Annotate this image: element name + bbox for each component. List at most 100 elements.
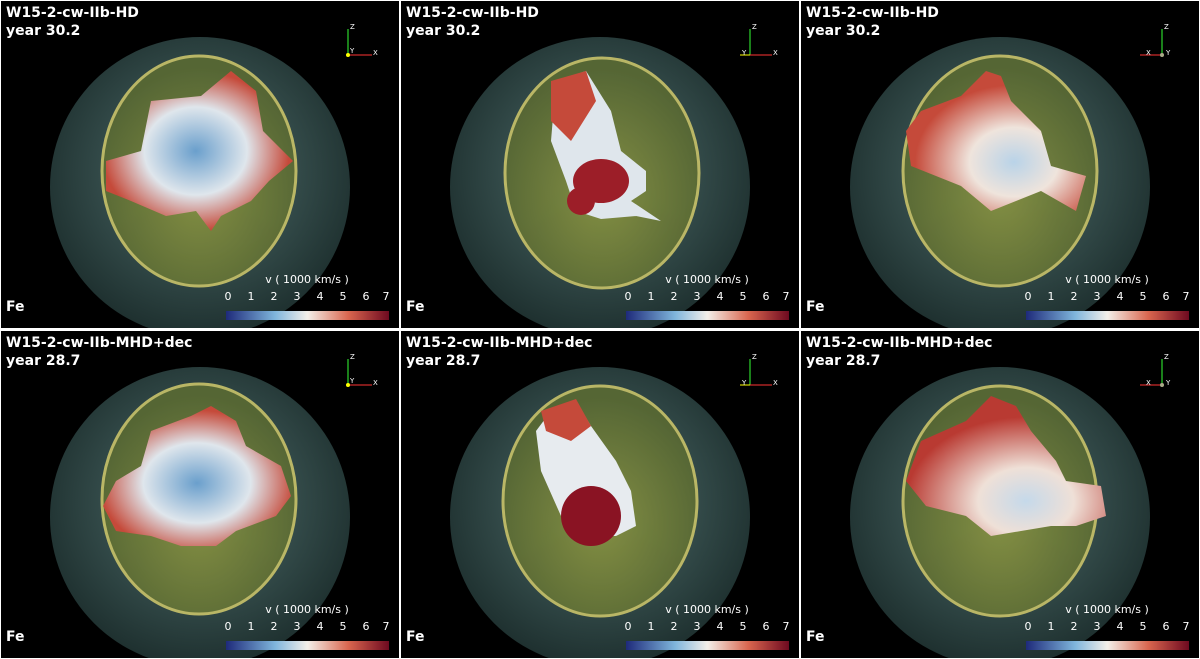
axes-triad-icon — [740, 29, 772, 56]
colorbar-tick: 2 — [670, 620, 678, 633]
colorbar-tick: 6 — [362, 620, 370, 633]
colorbar-tick: 7 — [382, 290, 390, 303]
model-title: W15-2-cw-IIb-HD — [806, 5, 939, 21]
fe-ejecta — [106, 71, 293, 231]
colorbar-tick: 5 — [1139, 620, 1147, 633]
colorbar-tick: 0 — [224, 290, 232, 303]
colorbar-tick: 2 — [270, 620, 278, 633]
orientation-axes: Z Y X — [736, 351, 786, 391]
colorbar-ticks: 0 1 2 3 4 5 6 7 — [623, 620, 791, 634]
colorbar-tick: 0 — [224, 620, 232, 633]
panel-mhd-side: W15-2-cw-IIb-MHD+dec year 28.7 Z Y X v (… — [401, 331, 799, 658]
axis-z-label: Z — [752, 23, 757, 31]
fe-ejecta — [906, 396, 1106, 536]
axes-triad-icon — [740, 359, 772, 386]
colorbar-label: v ( 1000 km/s ) — [1065, 273, 1149, 286]
colorbar: v ( 1000 km/s ) 0 1 2 3 4 5 6 7 — [223, 603, 391, 651]
colorbar-tick: 1 — [647, 620, 655, 633]
axis-z-label: Z — [350, 353, 355, 361]
axis-x-label: X — [1146, 379, 1151, 387]
element-label: Fe — [6, 299, 25, 315]
colorbar-tick: 1 — [247, 290, 255, 303]
colorbar-tick: 5 — [739, 620, 747, 633]
render-mhd-side — [450, 367, 750, 658]
model-title: W15-2-cw-IIb-MHD+dec — [806, 335, 993, 351]
render-hd-front — [50, 37, 350, 328]
render-mhd-back — [850, 367, 1150, 658]
colorbar-gradient — [1026, 311, 1189, 320]
colorbar: v ( 1000 km/s ) 0 1 2 3 4 5 6 7 — [623, 603, 791, 651]
colorbar-ticks: 0 1 2 3 4 5 6 7 — [1023, 290, 1191, 304]
element-label: Fe — [806, 629, 825, 645]
axis-z-label: Z — [752, 353, 757, 361]
colorbar-label: v ( 1000 km/s ) — [665, 603, 749, 616]
colorbar-tick: 1 — [1047, 290, 1055, 303]
colorbar-tick: 2 — [270, 290, 278, 303]
year-label: year 28.7 — [406, 353, 481, 369]
colorbar-tick: 4 — [1116, 290, 1124, 303]
colorbar-tick: 4 — [316, 290, 324, 303]
colorbar: v ( 1000 km/s ) 0 1 2 3 4 5 6 7 — [223, 273, 391, 321]
model-title: W15-2-cw-IIb-HD — [6, 5, 139, 21]
colorbar-tick: 3 — [693, 290, 701, 303]
element-label: Fe — [806, 299, 825, 315]
year-label: year 28.7 — [6, 353, 81, 369]
colorbar-tick: 7 — [782, 620, 790, 633]
axis-x-label: X — [1146, 49, 1151, 57]
colorbar-label: v ( 1000 km/s ) — [665, 273, 749, 286]
panel-mhd-front: W15-2-cw-IIb-MHD+dec year 28.7 Z Y X v (… — [1, 331, 399, 658]
colorbar-tick: 6 — [1162, 620, 1170, 633]
colorbar-ticks: 0 1 2 3 4 5 6 7 — [223, 290, 391, 304]
colorbar-tick: 6 — [362, 290, 370, 303]
element-label: Fe — [406, 299, 425, 315]
colorbar-tick: 5 — [339, 290, 347, 303]
orientation-axes: Z Y X — [736, 21, 786, 61]
colorbar-tick: 5 — [739, 290, 747, 303]
colorbar-tick: 6 — [1162, 290, 1170, 303]
colorbar-gradient — [626, 311, 789, 320]
model-title: W15-2-cw-IIb-MHD+dec — [406, 335, 593, 351]
colorbar-tick: 3 — [1093, 290, 1101, 303]
axes-triad-icon — [1140, 359, 1164, 387]
colorbar-tick: 4 — [716, 620, 724, 633]
render-hd-side — [450, 37, 750, 328]
year-label: year 30.2 — [6, 23, 81, 39]
colorbar-tick: 7 — [1182, 290, 1190, 303]
fe-ejecta — [906, 71, 1086, 211]
panel-hd-side: W15-2-cw-IIb-HD year 30.2 Z Y X v ( 1000… — [401, 1, 799, 328]
year-label: year 28.7 — [806, 353, 881, 369]
axis-y-label: Y — [742, 379, 747, 387]
axis-y-label: Y — [350, 377, 355, 385]
colorbar-tick: 3 — [293, 290, 301, 303]
colorbar-gradient — [226, 641, 389, 650]
fe-ejecta — [103, 406, 291, 546]
colorbar-tick: 0 — [624, 620, 632, 633]
colorbar-tick: 5 — [339, 620, 347, 633]
panel-hd-back: W15-2-cw-IIb-HD year 30.2 Z X Y v ( 1000… — [801, 1, 1199, 328]
axis-x-label: X — [373, 379, 378, 387]
colorbar-tick: 4 — [316, 620, 324, 633]
colorbar-tick: 6 — [762, 290, 770, 303]
colorbar-tick: 3 — [293, 620, 301, 633]
colorbar-label: v ( 1000 km/s ) — [265, 603, 349, 616]
colorbar-tick: 4 — [1116, 620, 1124, 633]
axis-x-label: X — [773, 49, 778, 57]
element-label: Fe — [6, 629, 25, 645]
model-title: W15-2-cw-IIb-MHD+dec — [6, 335, 193, 351]
axes-triad-icon — [346, 29, 372, 57]
colorbar-tick: 4 — [716, 290, 724, 303]
panel-hd-front: W15-2-cw-IIb-HD year 30.2 Z Y X v ( 1000… — [1, 1, 399, 328]
axis-y-label: Y — [1166, 49, 1171, 57]
colorbar-tick: 0 — [1024, 290, 1032, 303]
axis-x-label: X — [773, 379, 778, 387]
orientation-axes: Z X Y — [1136, 351, 1186, 391]
colorbar: v ( 1000 km/s ) 0 1 2 3 4 5 6 7 — [1023, 273, 1191, 321]
colorbar-ticks: 0 1 2 3 4 5 6 7 — [623, 290, 791, 304]
axis-x-label: X — [373, 49, 378, 57]
colorbar-tick: 5 — [1139, 290, 1147, 303]
colorbar-label: v ( 1000 km/s ) — [1065, 603, 1149, 616]
colorbar-tick: 2 — [1070, 620, 1078, 633]
axis-z-label: Z — [1164, 353, 1169, 361]
colorbar-tick: 6 — [762, 620, 770, 633]
